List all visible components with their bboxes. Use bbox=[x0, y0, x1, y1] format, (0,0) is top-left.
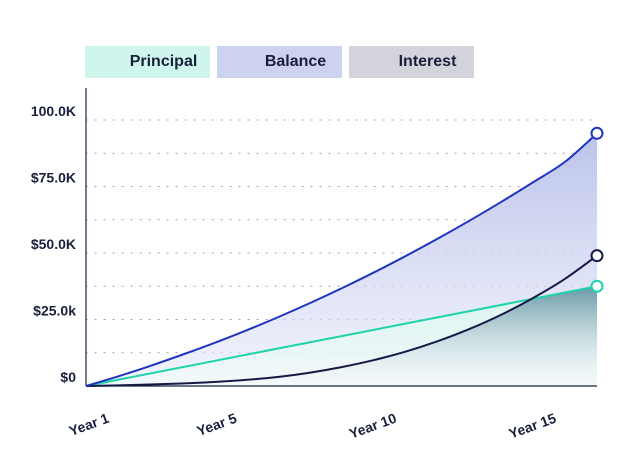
legend-principal[interactable]: Principal bbox=[85, 46, 210, 78]
x-axis-ticks: Year 1 Year 5 Year 10 Year 15 bbox=[67, 410, 559, 442]
y-tick-label: $25.0k bbox=[33, 303, 76, 319]
legend-principal-label: Principal bbox=[129, 53, 198, 70]
legend-interest[interactable]: Interest bbox=[349, 46, 474, 78]
legend-balance[interactable]: Balance bbox=[217, 46, 342, 78]
x-tick-label: Year 15 bbox=[507, 410, 559, 442]
x-tick-label: Year 1 bbox=[67, 410, 111, 439]
balance-line bbox=[85, 132, 598, 387]
principal-end-marker bbox=[590, 279, 604, 293]
series-markers bbox=[590, 126, 604, 293]
y-axis-ticks: $0 $25.0k $50.0K $75.0K 100.0K bbox=[31, 103, 76, 385]
series-areas bbox=[86, 133, 597, 386]
legend-balance-label: Balance bbox=[264, 53, 327, 70]
x-tick-label: Year 10 bbox=[347, 410, 399, 442]
interest-line bbox=[85, 254, 598, 387]
y-tick-label: $50.0K bbox=[31, 236, 76, 252]
y-tick-label: $75.0K bbox=[31, 170, 76, 186]
y-tick-label: 100.0K bbox=[31, 103, 76, 119]
y-tick-label: $0 bbox=[60, 369, 76, 385]
principal-line bbox=[85, 285, 598, 387]
x-tick-label: Year 5 bbox=[195, 410, 239, 439]
axes bbox=[85, 88, 597, 387]
legend-interest-label: Interest bbox=[398, 53, 457, 70]
balance-end-marker bbox=[590, 126, 604, 140]
interest-end-marker bbox=[590, 249, 604, 263]
series-lines bbox=[85, 132, 598, 387]
interest-area bbox=[86, 286, 597, 386]
